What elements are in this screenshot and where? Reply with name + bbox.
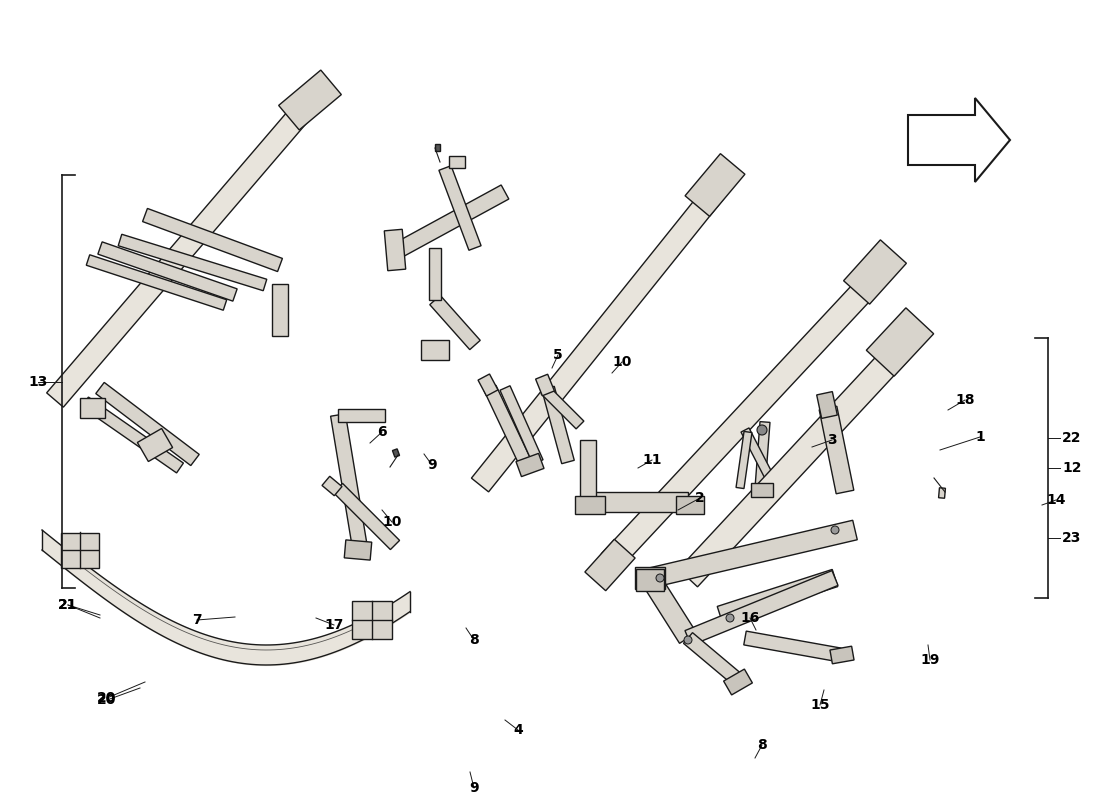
Polygon shape: [636, 569, 664, 591]
Polygon shape: [86, 254, 227, 310]
Polygon shape: [392, 185, 509, 259]
Polygon shape: [588, 492, 688, 512]
Polygon shape: [679, 341, 910, 587]
Polygon shape: [635, 567, 666, 589]
Polygon shape: [938, 488, 945, 498]
Polygon shape: [536, 374, 554, 396]
Text: 8: 8: [469, 633, 478, 647]
Polygon shape: [484, 386, 531, 465]
Polygon shape: [741, 428, 779, 490]
Polygon shape: [648, 520, 857, 588]
Polygon shape: [429, 248, 441, 300]
Text: 11: 11: [642, 453, 662, 467]
Polygon shape: [867, 308, 934, 376]
Text: 21: 21: [58, 598, 78, 612]
Polygon shape: [908, 98, 1010, 182]
Text: 6: 6: [377, 425, 387, 439]
Text: 23: 23: [1063, 531, 1081, 545]
Polygon shape: [333, 483, 399, 550]
Polygon shape: [143, 209, 283, 271]
Polygon shape: [744, 631, 842, 662]
Polygon shape: [352, 601, 392, 639]
Polygon shape: [421, 340, 449, 360]
Text: 9: 9: [470, 781, 478, 795]
Polygon shape: [717, 570, 838, 623]
Polygon shape: [500, 386, 543, 464]
Circle shape: [684, 636, 692, 644]
Polygon shape: [541, 386, 574, 464]
Polygon shape: [434, 143, 440, 150]
Polygon shape: [118, 234, 267, 290]
Polygon shape: [272, 284, 288, 336]
Text: 5: 5: [553, 348, 563, 362]
Text: 20: 20: [97, 691, 117, 705]
Polygon shape: [79, 398, 104, 418]
Polygon shape: [844, 240, 906, 304]
Polygon shape: [585, 539, 635, 590]
Polygon shape: [331, 414, 367, 550]
Polygon shape: [676, 496, 704, 514]
Text: 9: 9: [427, 458, 437, 472]
Polygon shape: [685, 570, 838, 646]
Polygon shape: [751, 483, 773, 497]
Polygon shape: [575, 496, 605, 514]
Polygon shape: [736, 431, 752, 489]
Polygon shape: [602, 270, 883, 570]
Text: 17: 17: [324, 618, 343, 632]
Text: 1: 1: [975, 430, 984, 444]
Text: 15: 15: [811, 698, 829, 712]
Text: 3: 3: [827, 433, 837, 447]
Polygon shape: [60, 533, 99, 567]
Text: 4: 4: [513, 723, 522, 737]
Polygon shape: [344, 540, 372, 560]
Text: 10: 10: [613, 355, 631, 369]
Polygon shape: [724, 669, 752, 695]
Polygon shape: [138, 429, 173, 462]
Text: 2: 2: [695, 491, 705, 505]
Text: 20: 20: [97, 693, 117, 707]
Polygon shape: [685, 154, 745, 216]
Text: 7: 7: [192, 613, 201, 627]
Circle shape: [726, 614, 734, 622]
Polygon shape: [338, 409, 385, 422]
Polygon shape: [516, 454, 544, 477]
Polygon shape: [98, 242, 238, 301]
Polygon shape: [820, 406, 854, 494]
Polygon shape: [580, 440, 596, 502]
Polygon shape: [439, 166, 481, 250]
Circle shape: [656, 574, 664, 582]
Polygon shape: [393, 449, 399, 457]
Polygon shape: [641, 573, 696, 643]
Text: 13: 13: [29, 375, 47, 389]
Text: 8: 8: [757, 738, 767, 752]
Polygon shape: [322, 476, 342, 496]
Polygon shape: [541, 386, 584, 429]
Polygon shape: [830, 646, 854, 664]
Polygon shape: [472, 185, 724, 492]
Text: 16: 16: [740, 611, 760, 625]
Polygon shape: [449, 156, 465, 168]
Polygon shape: [384, 230, 406, 270]
Polygon shape: [278, 70, 341, 130]
Circle shape: [757, 425, 767, 435]
Polygon shape: [46, 101, 313, 407]
Text: 21: 21: [58, 598, 78, 612]
Text: 18: 18: [955, 393, 975, 407]
Polygon shape: [430, 295, 481, 350]
Polygon shape: [96, 382, 199, 466]
Text: 19: 19: [921, 653, 939, 667]
Polygon shape: [683, 633, 743, 686]
Text: 12: 12: [1063, 461, 1081, 475]
Text: 10: 10: [383, 515, 402, 529]
Polygon shape: [478, 374, 498, 396]
Polygon shape: [816, 391, 837, 418]
Text: 22: 22: [1063, 431, 1081, 445]
Polygon shape: [81, 397, 184, 473]
Circle shape: [830, 526, 839, 534]
Polygon shape: [755, 422, 770, 488]
Text: 14: 14: [1046, 493, 1066, 507]
